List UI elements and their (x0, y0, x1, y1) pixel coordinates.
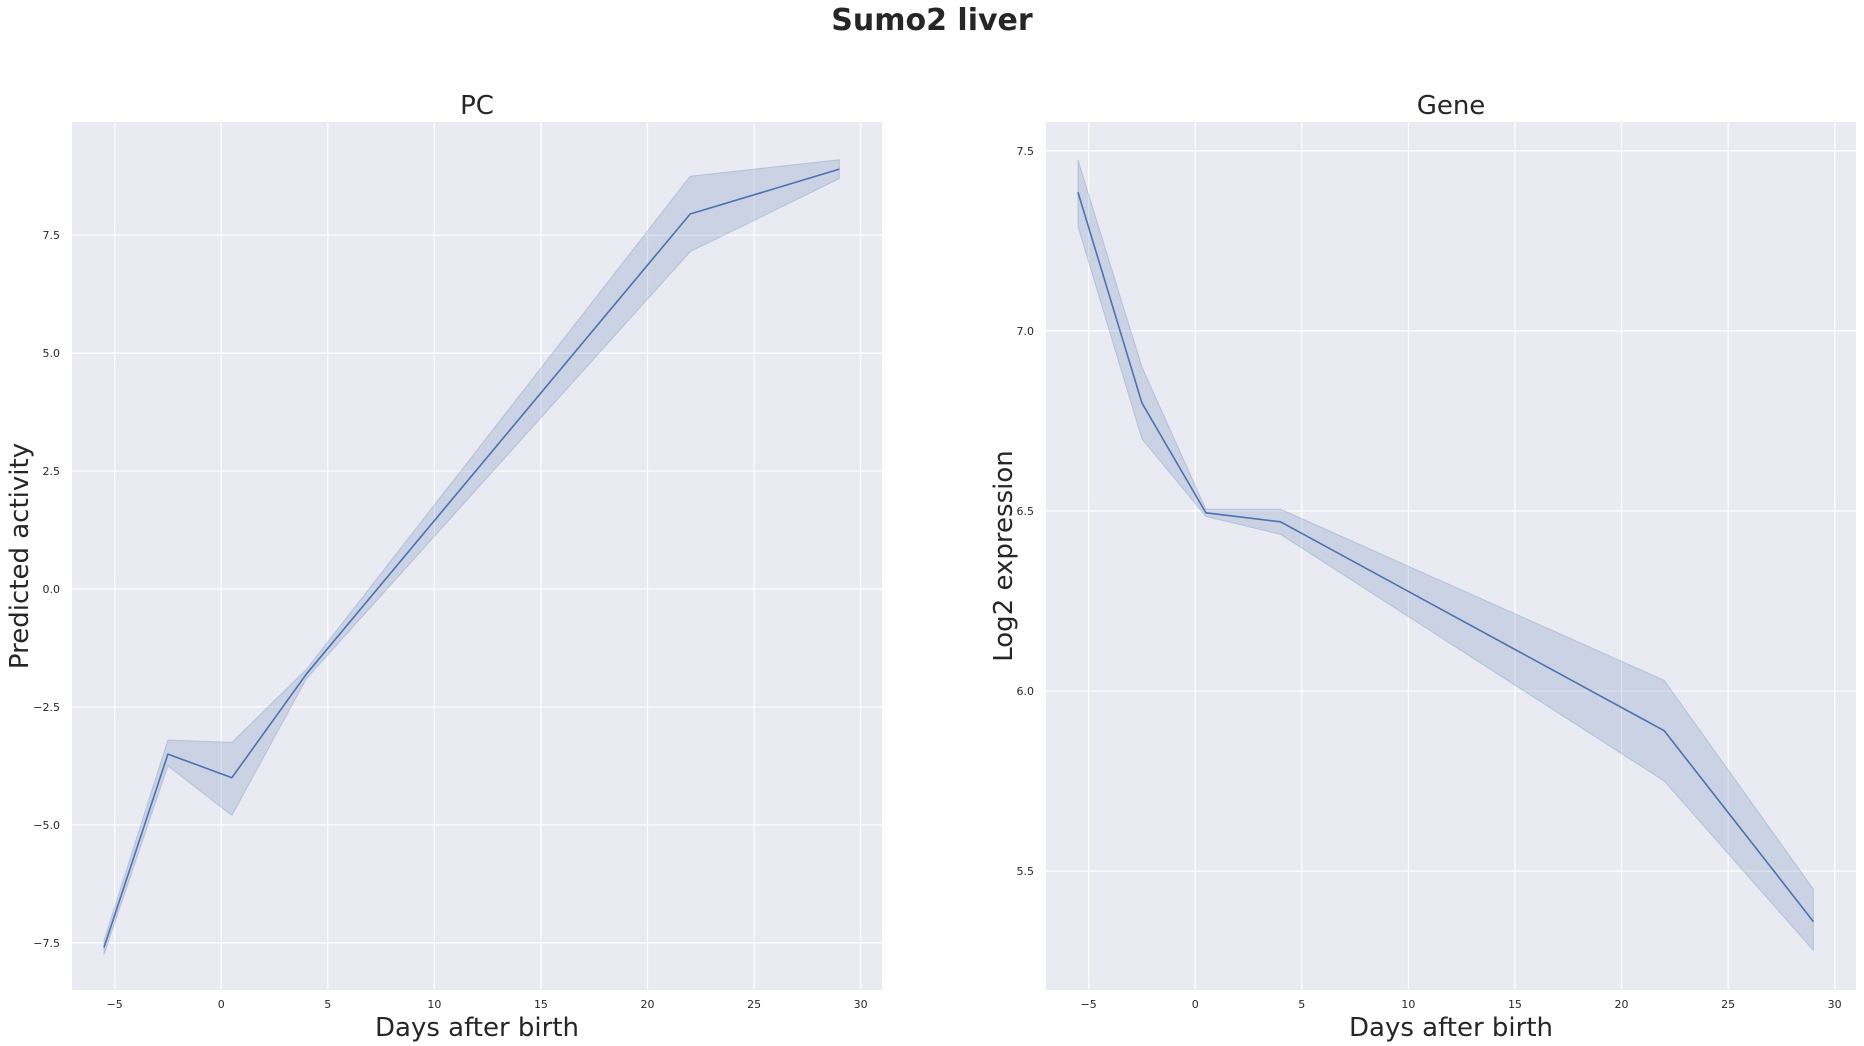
chart2-y-tick-label: 6.0 (1017, 685, 1035, 698)
chart2-x-axis-label: Days after birth (1349, 1013, 1553, 1043)
chart1-y-tick-label: 5.0 (43, 347, 61, 360)
chart1-x-tick-label: 30 (854, 998, 868, 1011)
chart1-y-tick-label: 0.0 (43, 583, 61, 596)
chart1-x-tick-label: 25 (747, 998, 761, 1011)
chart1-y-tick-label: −2.5 (33, 701, 60, 714)
chart1-axes: −5 0 5 10 15 20 25 30 −7.5 −5.0 −2.5 0.0 2.5 5.0 7.5 PC… (5, 91, 882, 1043)
chart2-title: Gene (1417, 91, 1486, 121)
chart1-x-tick-label: 20 (641, 998, 655, 1011)
chart2-y-tick-label: 7.5 (1017, 145, 1035, 158)
chart1-x-tick-label: 0 (218, 998, 225, 1011)
chart2-x-tick-label: 20 (1615, 998, 1629, 1011)
chart1-y-tick-label: −7.5 (33, 937, 60, 950)
chart1-title: PC (460, 91, 494, 121)
chart2-y-tick-label: 7.0 (1017, 325, 1035, 338)
chart1-x-tick-label: −5 (107, 998, 123, 1011)
chart1-x-tick-label: 10 (427, 998, 441, 1011)
chart1-y-tick-label: −5.0 (33, 819, 60, 832)
figure-suptitle: Sumo2 liver (831, 3, 1033, 38)
chart1-x-tick-label: 5 (324, 998, 331, 1011)
chart2-plot-background (1046, 122, 1856, 990)
chart2-x-tick-label: −5 (1081, 998, 1097, 1011)
chart2-x-tick-label: 30 (1828, 998, 1842, 1011)
chart2-x-tick-label: 5 (1298, 998, 1305, 1011)
chart2-axes: −5 0 5 10 15 20 25 30 5.5 6.0 6.5 7.0 7.5 Gene Days af… (989, 91, 1856, 1043)
chart2-y-axis-label: Log2 expression (989, 450, 1019, 662)
chart2-x-tick-label: 0 (1192, 998, 1199, 1011)
chart1-y-tick-label: 7.5 (43, 229, 61, 242)
chart2-x-tick-label: 25 (1721, 998, 1735, 1011)
chart1-plot-background (72, 122, 882, 990)
chart2-x-tick-label: 10 (1401, 998, 1415, 1011)
chart2-series-line (1077, 191, 1815, 923)
chart2-y-tick-label: 6.5 (1017, 505, 1035, 518)
chart1-x-axis-label: Days after birth (375, 1013, 579, 1043)
chart2-x-tick-label: 15 (1508, 998, 1522, 1011)
chart1-confidence-band (103, 159, 840, 955)
chart1-y-axis-label: Predicted activity (5, 443, 35, 669)
chart1-x-tick-label: 15 (534, 998, 548, 1011)
chart2-y-tick-label: 5.5 (1017, 865, 1035, 878)
chart1-y-tick-label: 2.5 (43, 465, 61, 478)
chart2-confidence-band (1077, 159, 1814, 952)
chart1-series-line (103, 168, 840, 948)
